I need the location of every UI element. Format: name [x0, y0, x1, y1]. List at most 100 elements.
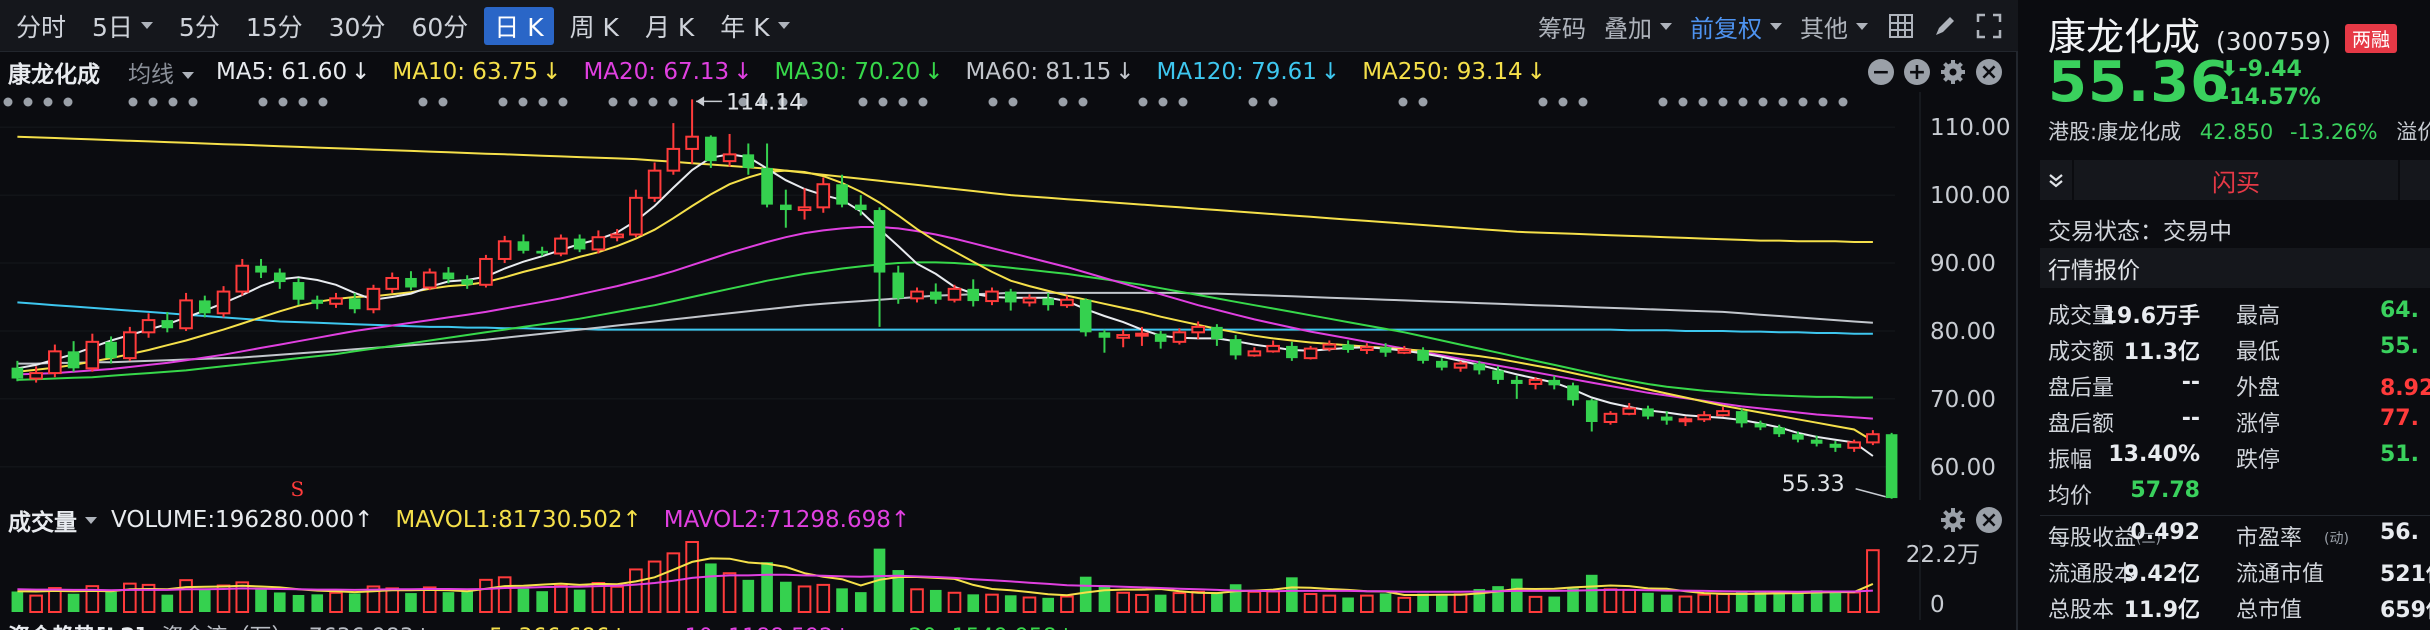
event-marker-dot[interactable]	[628, 97, 638, 107]
period-tab-5[interactable]: 60分	[401, 7, 478, 45]
volume-bar[interactable]	[1528, 595, 1543, 613]
candle[interactable]	[780, 189, 792, 228]
event-marker-dot[interactable]	[738, 97, 748, 107]
candle[interactable]	[967, 279, 980, 307]
candle[interactable]	[1642, 405, 1654, 420]
volume-bar[interactable]	[761, 562, 773, 612]
candle[interactable]	[1172, 328, 1187, 345]
volume-bar[interactable]	[854, 592, 867, 612]
volume-bar[interactable]	[517, 588, 530, 612]
event-marker-dot[interactable]	[1698, 97, 1708, 107]
volume-bar[interactable]	[591, 581, 606, 613]
event-marker-dot[interactable]	[43, 97, 53, 107]
candle[interactable]	[405, 271, 417, 291]
volume-bar[interactable]	[780, 581, 792, 612]
event-marker-dot[interactable]	[1558, 97, 1568, 107]
candle[interactable]	[198, 295, 211, 318]
fullscreen-icon[interactable]	[1974, 11, 2004, 41]
event-marker-dot[interactable]	[1268, 97, 1278, 107]
event-marker-dot[interactable]	[878, 97, 888, 107]
volume-bar[interactable]	[235, 581, 250, 613]
event-marker-dot[interactable]	[558, 97, 568, 107]
candle[interactable]	[742, 143, 755, 175]
candle[interactable]	[479, 254, 493, 288]
volume-bar[interactable]	[1397, 596, 1412, 613]
candle[interactable]	[1885, 432, 1898, 499]
candle[interactable]	[67, 341, 80, 372]
volume-bar[interactable]	[1473, 588, 1486, 612]
volume-bar[interactable]	[985, 593, 999, 613]
candle[interactable]	[255, 258, 267, 278]
candle[interactable]	[105, 336, 117, 364]
gear-icon[interactable]	[1940, 507, 1966, 533]
event-marker-dot[interactable]	[798, 97, 808, 107]
candle[interactable]	[1678, 416, 1693, 427]
volume-bar[interactable]	[161, 594, 174, 612]
volume-bar[interactable]	[1660, 594, 1673, 612]
candle[interactable]	[1453, 360, 1468, 372]
event-marker-dot[interactable]	[1248, 97, 1258, 107]
candle[interactable]	[1417, 347, 1429, 364]
candle[interactable]	[123, 326, 137, 361]
candle[interactable]	[1379, 343, 1392, 357]
event-marker-dot[interactable]	[3, 97, 13, 107]
candle[interactable]	[442, 267, 455, 284]
candle[interactable]	[348, 292, 361, 314]
event-marker-dot[interactable]	[438, 97, 448, 107]
volume-bar[interactable]	[1154, 594, 1167, 612]
volume-bar[interactable]	[1322, 594, 1337, 613]
volume-bar[interactable]	[929, 589, 942, 612]
volume-bar[interactable]	[273, 592, 286, 612]
event-marker-dot[interactable]	[1418, 97, 1428, 107]
volume-bar[interactable]	[536, 591, 548, 612]
event-marker-dot[interactable]	[648, 97, 658, 107]
candle[interactable]	[1266, 340, 1280, 353]
volume-bar[interactable]	[1022, 596, 1037, 613]
volume-bar[interactable]	[1829, 591, 1842, 612]
close-icon[interactable]: ×	[1976, 507, 2002, 533]
volume-chart[interactable]: 22.2万 0	[0, 540, 2018, 620]
candle[interactable]	[647, 162, 662, 202]
candle[interactable]	[11, 360, 24, 382]
candle[interactable]	[573, 234, 586, 253]
candle[interactable]	[816, 177, 831, 213]
volume-bar[interactable]	[1247, 590, 1262, 613]
volume-bar[interactable]	[554, 584, 568, 613]
candle[interactable]	[1360, 343, 1374, 355]
volume-bar[interactable]	[1042, 597, 1055, 612]
flash-buy-button[interactable]: 闪买	[2212, 168, 2260, 197]
volume-bar[interactable]	[910, 588, 924, 614]
candle[interactable]	[1247, 347, 1262, 357]
candle[interactable]	[1847, 439, 1861, 452]
candle[interactable]	[366, 284, 381, 314]
candle[interactable]	[1022, 294, 1037, 307]
event-marker-dot[interactable]	[918, 97, 928, 107]
candle[interactable]	[1716, 407, 1730, 417]
candle[interactable]	[985, 287, 999, 306]
candle[interactable]	[1622, 402, 1637, 416]
candle[interactable]	[329, 292, 343, 308]
candle[interactable]	[1473, 360, 1486, 375]
period-tab-8[interactable]: 月 K	[635, 7, 704, 45]
volume-bar[interactable]	[1435, 594, 1448, 612]
event-marker-dot[interactable]	[148, 97, 158, 107]
volume-bar[interactable]	[1642, 592, 1654, 612]
candle[interactable]	[1735, 408, 1748, 428]
event-marker-dot[interactable]	[1838, 97, 1848, 107]
volume-bar[interactable]	[1622, 588, 1637, 613]
period-tab-1[interactable]: 5日	[82, 7, 163, 45]
event-marker-dot[interactable]	[778, 97, 788, 107]
volume-bar[interactable]	[85, 585, 100, 614]
volume-bar[interactable]	[1211, 592, 1223, 612]
volume-bar[interactable]	[1810, 590, 1823, 612]
volume-bar[interactable]	[67, 593, 80, 612]
volume-bar[interactable]	[1735, 591, 1748, 612]
candle[interactable]	[1528, 377, 1543, 390]
event-marker-dot[interactable]	[278, 97, 288, 107]
period-tab-7[interactable]: 周 K	[560, 7, 629, 45]
volume-bar[interactable]	[610, 585, 624, 614]
candle[interactable]	[85, 333, 100, 372]
candle[interactable]	[497, 235, 512, 264]
volume-bar[interactable]	[1847, 591, 1861, 613]
candle[interactable]	[216, 286, 231, 318]
